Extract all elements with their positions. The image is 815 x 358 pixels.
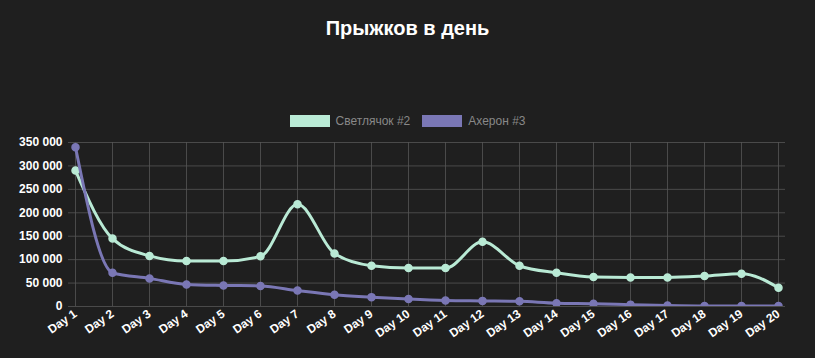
svg-text:Day 19: Day 19	[706, 306, 746, 340]
svg-text:Day 18: Day 18	[669, 306, 709, 340]
svg-text:Day 4: Day 4	[156, 306, 191, 336]
svg-text:Day 14: Day 14	[521, 306, 561, 340]
svg-text:Day 10: Day 10	[373, 306, 413, 340]
svg-text:Day 8: Day 8	[304, 306, 339, 336]
svg-text:Day 12: Day 12	[447, 306, 487, 340]
svg-text:Day 13: Day 13	[484, 306, 524, 340]
svg-text:0: 0	[56, 299, 63, 313]
svg-text:Day 15: Day 15	[558, 306, 598, 340]
svg-text:Day 7: Day 7	[267, 306, 302, 336]
svg-text:350 000: 350 000	[19, 135, 63, 149]
svg-text:Day 3: Day 3	[119, 306, 154, 336]
svg-text:100 000: 100 000	[19, 252, 63, 266]
html-text:Светлячок #2: Светлячок #2	[335, 114, 411, 128]
svg-text:Day 17: Day 17	[632, 306, 672, 340]
svg-text:Day 5: Day 5	[193, 306, 228, 336]
svg-text:Day 16: Day 16	[595, 306, 635, 340]
svg-text:Day 6: Day 6	[230, 306, 265, 336]
svg-text:Day 1: Day 1	[45, 306, 80, 336]
svg-text:250 000: 250 000	[19, 182, 63, 196]
svg-text:Day 20: Day 20	[743, 306, 783, 340]
svg-text:Day 11: Day 11	[410, 306, 449, 339]
svg-text:150 000: 150 000	[19, 229, 63, 243]
svg-text:Day 2: Day 2	[82, 306, 117, 336]
svg-text:Day 9: Day 9	[341, 306, 376, 336]
svg-text:200 000: 200 000	[19, 206, 63, 220]
svg-text:300 000: 300 000	[19, 159, 63, 173]
svg-text:50 000: 50 000	[26, 276, 63, 290]
html-text:Прыжков в день: Прыжков в день	[325, 17, 490, 39]
html-text:Ахерон #3: Ахерон #3	[468, 114, 526, 128]
